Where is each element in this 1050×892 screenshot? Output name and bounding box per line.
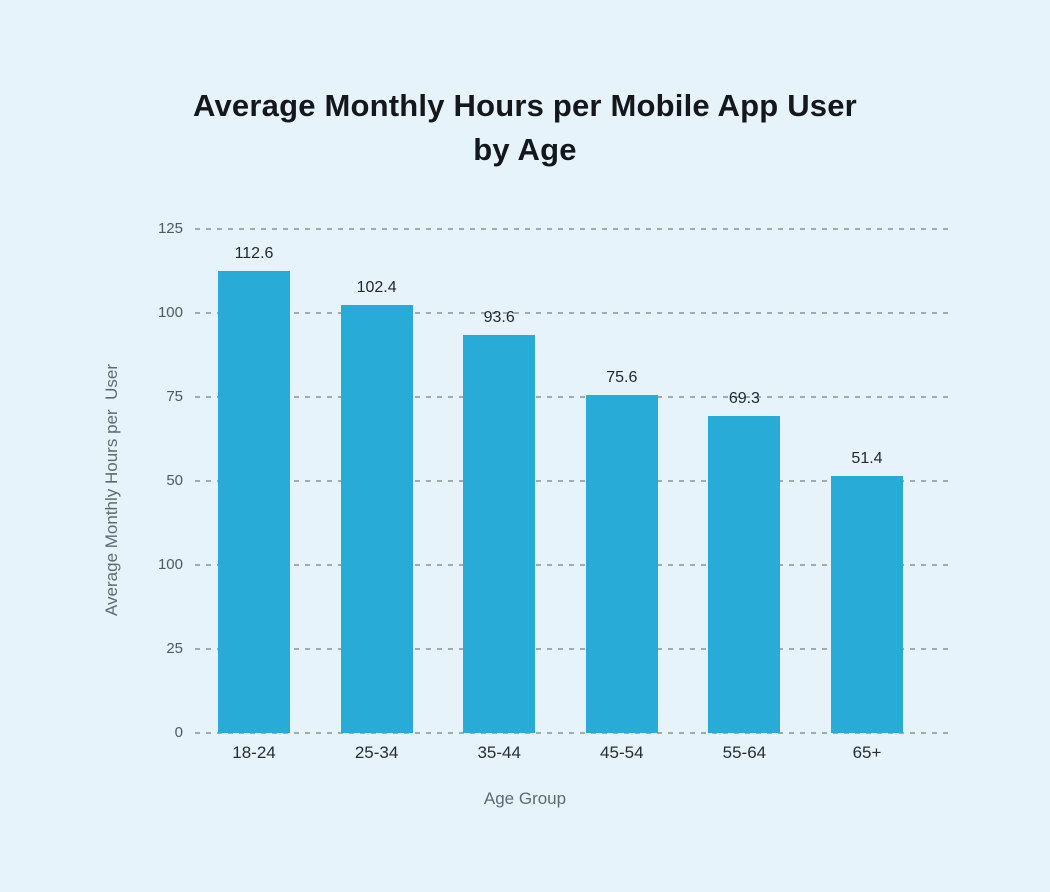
bar-value-label: 93.6 — [483, 308, 515, 326]
y-axis-title: Average Monthly Hours per User — [102, 364, 121, 616]
gridline — [195, 396, 952, 398]
bar-value-label: 51.4 — [851, 450, 883, 468]
y-axis-tick-label: 50 — [166, 472, 183, 489]
bar-value-label: 102.4 — [356, 278, 397, 296]
y-axis-tick-label: 100 — [157, 304, 183, 321]
bar — [340, 304, 413, 733]
y-axis-tick-label: 0 — [174, 724, 183, 741]
gridline — [195, 648, 952, 650]
bar-value-label: 75.6 — [606, 368, 638, 386]
bar-value-label: 69.3 — [728, 390, 760, 408]
gridline — [195, 732, 952, 734]
x-axis-tick-label: 65+ — [852, 743, 882, 762]
chart-title: Average Monthly Hours per Mobile App Use… — [0, 84, 1050, 172]
bar — [463, 334, 536, 733]
x-axis-tick-label: 45-54 — [600, 743, 644, 762]
chart-title-line-1: Average Monthly Hours per Mobile App Use… — [193, 88, 857, 123]
x-axis-tick-label: 35-44 — [477, 743, 521, 762]
y-axis-tick-label: 125 — [157, 220, 183, 237]
gridline — [195, 228, 952, 230]
bar-value-label: 112.6 — [234, 244, 274, 262]
gridline — [195, 312, 952, 314]
x-axis-tick-label: 25-34 — [354, 743, 399, 762]
x-axis-title: Age Group — [483, 789, 567, 808]
y-axis-tick-label: 75 — [166, 388, 183, 405]
plot-area: 125 100 75 50 100 25 0 112.6 18-24 102.4 25-34 93.6… — [158, 220, 952, 762]
bar — [831, 476, 903, 733]
y-axis-tick-label: 25 — [166, 640, 183, 657]
x-axis-tick-label: 18-24 — [232, 743, 276, 762]
y-axis-tick-label: 100 — [157, 556, 183, 573]
gridline — [195, 480, 952, 482]
chart-title-line-2: by Age — [473, 132, 577, 167]
bar — [708, 416, 781, 733]
bar — [585, 394, 658, 733]
gridline — [195, 564, 952, 566]
bar — [218, 270, 290, 733]
x-axis-tick-label: 55-64 — [722, 743, 767, 762]
